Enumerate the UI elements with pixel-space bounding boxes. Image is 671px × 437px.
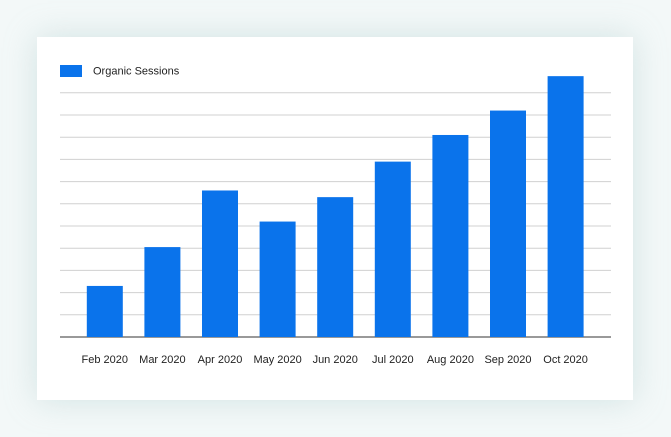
bar [317, 197, 354, 337]
bar [86, 285, 123, 337]
bar [374, 161, 411, 337]
x-tick-label: Jun 2020 [313, 354, 358, 366]
bar [490, 110, 526, 337]
bar [259, 221, 296, 337]
x-tick-label: Jul 2020 [372, 354, 414, 366]
x-tick-label: Sep 2020 [484, 354, 531, 366]
x-tick-label: Aug 2020 [427, 354, 474, 366]
x-tick-label: Apr 2020 [198, 354, 243, 366]
bar [202, 190, 238, 337]
bar [144, 247, 181, 337]
legend-label: Organic Sessions [93, 65, 180, 77]
x-tick-label: Mar 2020 [139, 354, 185, 366]
legend-swatch [60, 65, 82, 77]
x-tick-label: Oct 2020 [543, 354, 588, 366]
x-tick-label: Feb 2020 [82, 354, 128, 366]
bar [432, 134, 469, 337]
x-tick-label: May 2020 [253, 354, 301, 366]
bar [547, 76, 584, 338]
